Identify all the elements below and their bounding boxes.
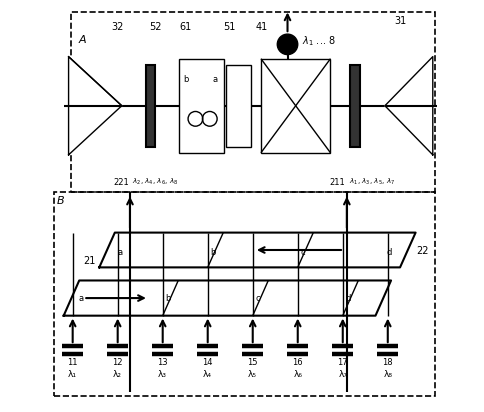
- Text: d: d: [386, 248, 391, 257]
- Text: λ₇: λ₇: [337, 370, 347, 379]
- Text: 16: 16: [292, 358, 302, 367]
- Text: 14: 14: [202, 358, 212, 367]
- Text: 21: 21: [83, 256, 95, 266]
- FancyBboxPatch shape: [226, 65, 250, 147]
- Text: 17: 17: [337, 358, 348, 367]
- Text: 52: 52: [149, 22, 162, 32]
- Circle shape: [277, 34, 297, 54]
- Text: 211: 211: [329, 178, 345, 187]
- FancyBboxPatch shape: [349, 65, 359, 147]
- Text: 41: 41: [256, 22, 268, 32]
- Text: 31: 31: [393, 16, 405, 26]
- Text: λ₆: λ₆: [293, 370, 302, 379]
- Text: a: a: [212, 75, 217, 84]
- Text: 13: 13: [157, 358, 167, 367]
- Text: 51: 51: [223, 22, 235, 32]
- Text: 11: 11: [67, 358, 78, 367]
- Text: 12: 12: [112, 358, 122, 367]
- Polygon shape: [384, 56, 432, 155]
- Text: a: a: [117, 248, 122, 257]
- Text: λ₂: λ₂: [113, 370, 122, 379]
- Text: b: b: [165, 293, 170, 302]
- Text: 61: 61: [179, 22, 191, 32]
- FancyBboxPatch shape: [260, 59, 330, 153]
- Text: $\lambda_1$, $\lambda_3$, $\lambda_5$, $\lambda_7$: $\lambda_1$, $\lambda_3$, $\lambda_5$, $…: [348, 177, 394, 187]
- Text: λ₄: λ₄: [203, 370, 212, 379]
- Text: $\lambda_1$ ... 8: $\lambda_1$ ... 8: [301, 34, 335, 48]
- Text: a: a: [78, 293, 84, 302]
- Text: λ₃: λ₃: [158, 370, 167, 379]
- Text: 22: 22: [415, 246, 428, 256]
- FancyBboxPatch shape: [179, 59, 224, 153]
- Text: d: d: [345, 293, 350, 302]
- Text: c: c: [300, 248, 305, 257]
- Polygon shape: [68, 56, 121, 155]
- FancyBboxPatch shape: [145, 65, 155, 147]
- Text: b: b: [183, 75, 189, 84]
- Text: B: B: [57, 196, 64, 206]
- Text: b: b: [210, 248, 215, 257]
- Text: λ₅: λ₅: [248, 370, 257, 379]
- Text: $\lambda_2$, $\lambda_4$, $\lambda_6$, $\lambda_8$: $\lambda_2$, $\lambda_4$, $\lambda_6$, $…: [132, 177, 178, 187]
- Text: A: A: [78, 35, 86, 45]
- Polygon shape: [99, 233, 415, 267]
- Text: c: c: [255, 293, 260, 302]
- Polygon shape: [63, 281, 390, 316]
- Text: 221: 221: [113, 178, 128, 187]
- Text: 32: 32: [111, 22, 123, 32]
- Text: λ₈: λ₈: [382, 370, 392, 379]
- Text: 18: 18: [382, 358, 392, 367]
- Text: λ₁: λ₁: [68, 370, 77, 379]
- Text: 15: 15: [247, 358, 257, 367]
